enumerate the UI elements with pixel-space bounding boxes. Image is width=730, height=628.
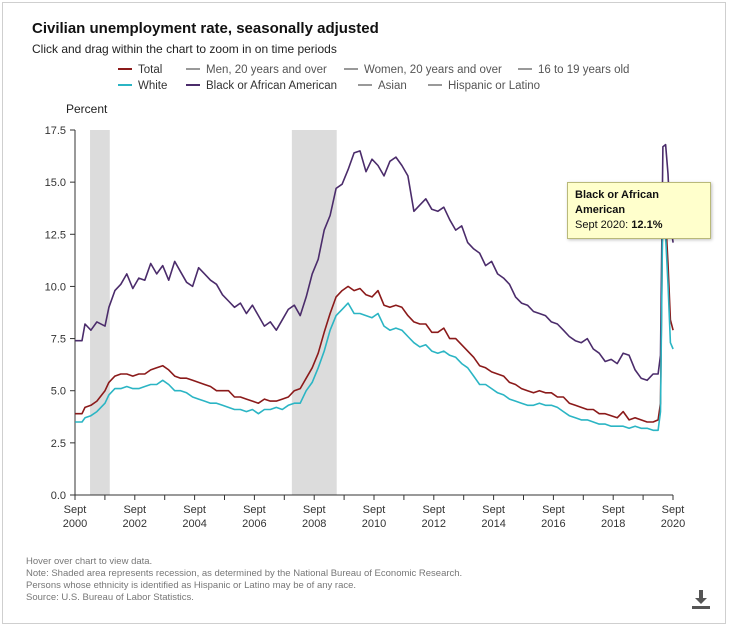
legend-item-16-to-19[interactable]: 16 to 19 years old: [518, 64, 629, 76]
x-tick-label-year-20: 2020: [661, 518, 685, 530]
footnote-source: Source: U.S. Bureau of Labor Statistics.: [26, 592, 194, 603]
footnote-recession: Note: Shaded area represents recession, …: [26, 568, 463, 579]
x-tick-label-year-8: 2008: [302, 518, 326, 530]
legend-item-asian[interactable]: Asian: [358, 80, 407, 92]
x-tick-label-year-2: 2002: [123, 518, 147, 530]
legend-item-women-20-over[interactable]: Women, 20 years and over: [344, 64, 502, 76]
legend-swatch-16-to-19: [518, 67, 532, 70]
data-tooltip: Black or African American Sept 2020: 12.…: [567, 182, 711, 239]
tooltip-row: Sept 2020: 12.1%: [575, 218, 703, 233]
recession-band-1: [90, 130, 110, 495]
legend-swatch-asian: [358, 83, 372, 86]
x-tick-label-month-4: Sept: [183, 504, 206, 516]
x-tick-label-month-2: Sept: [123, 504, 146, 516]
legend-label-men-20-over: Men, 20 years and over: [206, 64, 327, 76]
footnote-hover: Hover over chart to view data.: [26, 556, 153, 567]
x-tick-label-year-4: 2004: [182, 518, 206, 530]
y-tick-label-4: 10.0: [45, 281, 66, 293]
tooltip-series: Black or African American: [575, 189, 659, 216]
y-tick-label-0: 0.0: [51, 490, 66, 502]
legend-label-black: Black or African American: [206, 80, 338, 92]
x-tick-label-year-6: 2006: [242, 518, 266, 530]
chart-subtitle: Click and drag within the chart to zoom …: [32, 42, 337, 56]
x-tick-label-month-18: Sept: [602, 504, 625, 516]
x-tick-label-month-10: Sept: [363, 504, 386, 516]
y-tick-label-3: 7.5: [51, 334, 66, 346]
legend-item-black[interactable]: Black or African American: [186, 80, 337, 92]
legend-item-men-20-over[interactable]: Men, 20 years and over: [186, 64, 327, 76]
y-axis-label: Percent: [66, 102, 108, 116]
y-tick-label-6: 15.0: [45, 177, 66, 189]
y-tick-label-2: 5.0: [51, 386, 66, 398]
footnotes: Hover over chart to view data. Note: Sha…: [26, 556, 462, 604]
x-tick-label-month-0: Sept: [64, 504, 87, 516]
y-tick-label-1: 2.5: [51, 438, 66, 450]
footnote-ethnicity: Persons whose ethnicity is identified as…: [26, 580, 357, 591]
legend-label-asian: Asian: [378, 80, 407, 92]
legend-label-total: Total: [138, 64, 163, 76]
x-tick-label-month-14: Sept: [482, 504, 505, 516]
tooltip-label: Sept 2020:: [575, 219, 629, 231]
legend-swatch-total: [118, 67, 132, 70]
series-line-white: [75, 198, 674, 432]
legend-item-total[interactable]: Total: [118, 64, 162, 76]
series-line-black-or-african-american: [75, 143, 674, 382]
x-tick-label-year-0: 2000: [63, 518, 87, 530]
legend-swatch-men-20-over: [186, 67, 200, 70]
legend-swatch-white: [118, 83, 132, 86]
legend-label-hispanic: Hispanic or Latino: [448, 80, 541, 92]
chart-title: Civilian unemployment rate, seasonally a…: [32, 20, 379, 37]
legend-item-white[interactable]: White: [118, 80, 167, 92]
legend-label-white: White: [138, 80, 168, 92]
y-tick-label-7: 17.5: [45, 125, 66, 137]
x-tick-label-month-20: Sept: [662, 504, 685, 516]
x-tick-label-month-6: Sept: [243, 504, 266, 516]
x-tick-label-year-12: 2012: [422, 518, 446, 530]
x-tick-label-month-12: Sept: [422, 504, 445, 516]
legend-label-16-to-19: 16 to 19 years old: [538, 64, 630, 76]
x-tick-label-year-10: 2010: [362, 518, 386, 530]
legend-item-hispanic[interactable]: Hispanic or Latino: [428, 80, 540, 92]
x-tick-label-year-16: 2016: [541, 518, 565, 530]
x-tick-label-year-18: 2018: [601, 518, 625, 530]
download-icon[interactable]: [690, 588, 712, 610]
legend-swatch-black: [186, 83, 200, 86]
tooltip-value: 12.1%: [631, 219, 663, 231]
x-tick-label-month-8: Sept: [303, 504, 326, 516]
x-tick-label-month-16: Sept: [542, 504, 565, 516]
legend-swatch-women-20-over: [344, 67, 358, 70]
series-line-total: [75, 187, 674, 423]
x-tick-label-year-14: 2014: [481, 518, 505, 530]
legend-swatch-hispanic: [428, 83, 442, 86]
legend-label-women-20-over: Women, 20 years and over: [364, 64, 502, 76]
y-tick-label-5: 12.5: [45, 229, 66, 241]
